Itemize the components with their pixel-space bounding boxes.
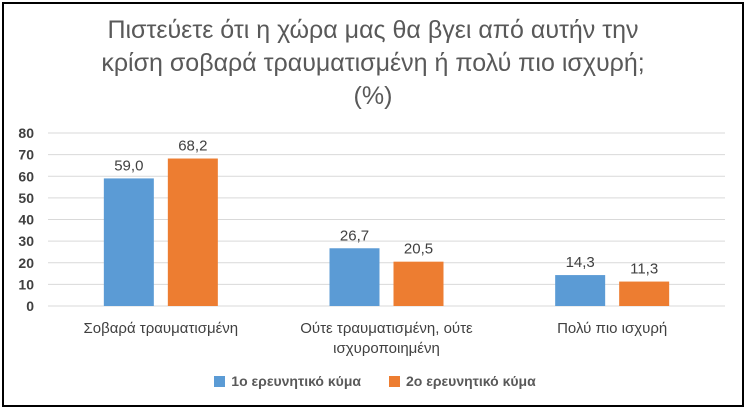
data-label: 26,7 [340, 227, 369, 244]
x-axis-categories: Σοβαρά τραυματισμένη Ούτε τραυματισμένη, … [84, 320, 668, 357]
data-label: 59,0 [114, 157, 143, 174]
y-tick-label: 20 [18, 255, 34, 271]
y-tick-label: 0 [26, 298, 34, 314]
chart-title-line-3: (%) [353, 82, 393, 110]
data-label: 20,5 [404, 241, 433, 258]
legend-swatch-series-2 [389, 375, 400, 387]
y-tick-label: 40 [18, 212, 34, 228]
data-label: 11,3 [630, 261, 658, 278]
legend-label-series-1: 1ο ερευνητικό κύμα [231, 373, 361, 389]
data-label: 68,2 [178, 138, 207, 155]
y-axis-ticks: 0 10 20 30 40 50 60 70 80 [18, 125, 34, 314]
x-category-label: Σοβαρά τραυματισμένη [84, 320, 239, 337]
data-labels: 59,0 68,2 26,7 20,5 14,3 11,3 [114, 138, 658, 278]
bar-2-3 [619, 281, 670, 306]
y-tick-label: 60 [18, 168, 34, 184]
bar-2-1 [167, 158, 218, 306]
y-tick-label: 30 [18, 233, 34, 249]
legend-item-series-2: 2ο ερευνητικό κύμα [389, 373, 536, 389]
chart-title-line-2: κρίση σοβαρά τραυματισμένη ή πολύ πιο ισ… [101, 49, 645, 77]
bar-2-2 [393, 261, 444, 306]
x-category-label: ισχυροποιημένη [333, 340, 440, 357]
y-tick-label: 80 [18, 125, 34, 141]
y-tick-label: 50 [18, 190, 34, 206]
gridlines [48, 132, 725, 307]
bar-1-1 [103, 178, 154, 306]
bar-1-2 [329, 248, 380, 306]
chart-title-line-1: Πιστεύετε ότι η χώρα μας θα βγει από αυτ… [107, 16, 639, 44]
y-tick-label: 70 [18, 147, 34, 163]
legend-label-series-2: 2ο ερευνητικό κύμα [406, 373, 536, 389]
legend: 1ο ερευνητικό κύμα 2ο ερευνητικό κύμα [0, 373, 750, 389]
legend-swatch-series-1 [214, 375, 226, 387]
chart-title: Πιστεύετε ότι η χώρα μας θα βγει από αυτ… [0, 14, 746, 113]
bar-1-3 [555, 275, 606, 306]
x-category-label: Πολύ πιο ισχυρή [557, 320, 667, 337]
y-tick-label: 10 [18, 276, 34, 292]
bars [103, 158, 670, 306]
x-category-label: Ούτε τραυματισμένη, ούτε [300, 320, 473, 337]
data-label: 14,3 [566, 254, 595, 271]
legend-item-series-1: 1ο ερευνητικό κύμα [214, 373, 361, 389]
